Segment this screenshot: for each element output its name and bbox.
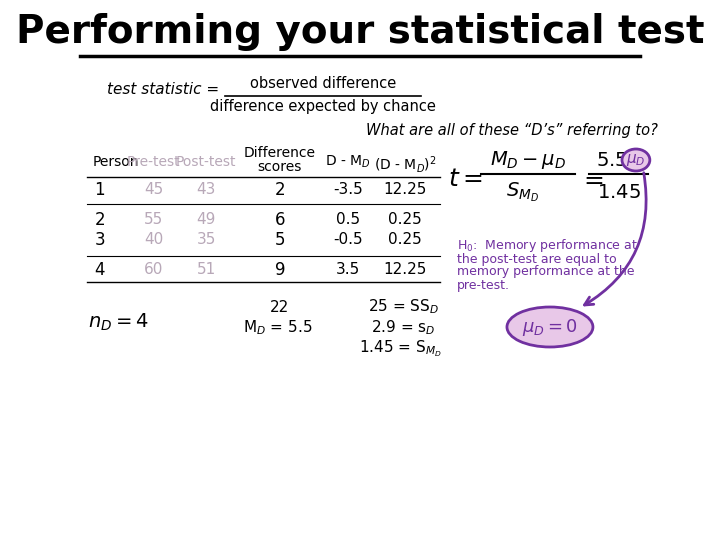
Text: -0.5: -0.5 <box>333 233 363 247</box>
Text: 3.5: 3.5 <box>336 262 360 278</box>
Ellipse shape <box>622 149 650 171</box>
Text: 25 = SS$_D$: 25 = SS$_D$ <box>368 298 439 316</box>
Text: Performing your statistical test: Performing your statistical test <box>16 13 704 51</box>
Text: Person: Person <box>92 155 139 169</box>
Text: the post-test are equal to: the post-test are equal to <box>456 253 616 266</box>
Text: Difference: Difference <box>244 146 316 160</box>
Text: (D - M$_D$)$^2$: (D - M$_D$)$^2$ <box>374 153 436 174</box>
Text: $\mu_D$: $\mu_D$ <box>626 152 646 168</box>
Text: 60: 60 <box>144 262 163 278</box>
Text: 2: 2 <box>274 181 285 199</box>
Text: test statistic =: test statistic = <box>107 83 219 98</box>
Text: $t =$: $t =$ <box>449 167 483 191</box>
Text: D - M$_D$: D - M$_D$ <box>325 154 371 170</box>
Text: 40: 40 <box>144 233 163 247</box>
Text: $n_D = 4$: $n_D = 4$ <box>88 312 149 333</box>
Text: 0.5: 0.5 <box>336 213 360 227</box>
Text: 6: 6 <box>274 211 285 229</box>
Text: 45: 45 <box>144 183 163 198</box>
Text: 51: 51 <box>197 262 216 278</box>
Text: difference expected by chance: difference expected by chance <box>210 99 436 114</box>
Text: 22: 22 <box>270 300 289 314</box>
Text: M$_D$ = 5.5: M$_D$ = 5.5 <box>243 319 312 338</box>
Text: 0.25: 0.25 <box>388 233 422 247</box>
Text: 43: 43 <box>197 183 216 198</box>
Text: 3: 3 <box>94 231 105 249</box>
Text: $M_D - \mu_D$: $M_D - \mu_D$ <box>490 149 566 171</box>
Text: 12.25: 12.25 <box>383 262 427 278</box>
Text: $1.45$: $1.45$ <box>597 183 641 201</box>
Text: 49: 49 <box>197 213 216 227</box>
Text: 55: 55 <box>144 213 163 227</box>
Ellipse shape <box>507 307 593 347</box>
FancyArrowPatch shape <box>585 173 646 305</box>
Text: $S_{M_D}$: $S_{M_D}$ <box>505 180 539 204</box>
Text: $\mu_D = 0$: $\mu_D = 0$ <box>522 316 578 338</box>
Text: 2: 2 <box>94 211 105 229</box>
Text: 1.45 = S$_{M_D}$: 1.45 = S$_{M_D}$ <box>359 339 442 359</box>
Text: 35: 35 <box>197 233 216 247</box>
Text: 4: 4 <box>94 261 105 279</box>
Text: memory performance at the: memory performance at the <box>456 266 634 279</box>
Text: 9: 9 <box>274 261 285 279</box>
Text: 1: 1 <box>94 181 105 199</box>
Text: Pre-test: Pre-test <box>127 155 181 169</box>
Text: 5: 5 <box>274 231 285 249</box>
Text: H$_0$:  Memory performance at: H$_0$: Memory performance at <box>456 238 637 254</box>
Text: scores: scores <box>258 160 302 174</box>
Text: What are all of these “D’s” referring to?: What are all of these “D’s” referring to… <box>366 123 657 138</box>
Text: Post-test: Post-test <box>176 155 236 169</box>
Text: $=$: $=$ <box>580 167 605 191</box>
Text: $5.5 - $: $5.5 - $ <box>596 151 647 170</box>
Text: 12.25: 12.25 <box>383 183 427 198</box>
Text: 2.9 = s$_D$: 2.9 = s$_D$ <box>371 319 436 338</box>
Text: pre-test.: pre-test. <box>456 279 510 292</box>
Text: 0.25: 0.25 <box>388 213 422 227</box>
Text: -3.5: -3.5 <box>333 183 363 198</box>
Text: observed difference: observed difference <box>250 77 396 91</box>
